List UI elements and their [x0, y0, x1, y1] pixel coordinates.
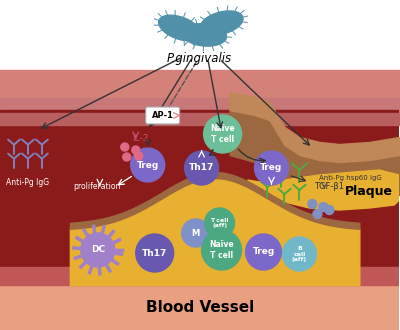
- Polygon shape: [248, 170, 399, 210]
- Circle shape: [132, 146, 140, 154]
- Bar: [0, 136, 399, 152]
- Text: B
cell
(aff): B cell (aff): [292, 246, 307, 262]
- Circle shape: [123, 153, 131, 161]
- Text: Plaque: Plaque: [345, 185, 393, 199]
- Text: proliferation: proliferation: [73, 182, 120, 191]
- Text: Anti-Pg IgG: Anti-Pg IgG: [6, 178, 50, 187]
- Circle shape: [81, 233, 115, 267]
- Circle shape: [246, 234, 282, 270]
- Circle shape: [308, 200, 317, 209]
- Text: P.gingivalis: P.gingivalis: [167, 52, 232, 65]
- Text: Th17: Th17: [142, 248, 167, 257]
- Text: Blood Vessel: Blood Vessel: [146, 301, 254, 315]
- Text: M: M: [192, 228, 200, 238]
- Bar: [0, 110, 399, 285]
- Circle shape: [325, 206, 334, 214]
- Circle shape: [204, 115, 242, 153]
- Circle shape: [254, 151, 288, 185]
- FancyBboxPatch shape: [146, 107, 180, 124]
- Circle shape: [313, 210, 322, 218]
- Text: Anti-Pg hsp60 IgG: Anti-Pg hsp60 IgG: [320, 175, 382, 181]
- Text: Treg: Treg: [252, 248, 275, 256]
- Text: IL-2: IL-2: [132, 134, 148, 143]
- Circle shape: [185, 151, 218, 185]
- Text: AP-1: AP-1: [152, 111, 174, 120]
- Circle shape: [319, 203, 328, 212]
- Text: Naïve
T cell: Naïve T cell: [209, 240, 234, 260]
- Circle shape: [205, 208, 234, 238]
- Text: Th17: Th17: [189, 163, 214, 173]
- Bar: [0, 106, 399, 148]
- Polygon shape: [183, 24, 226, 46]
- Circle shape: [131, 148, 165, 182]
- Text: Treg: Treg: [136, 160, 159, 170]
- Text: TGF-β1: TGF-β1: [314, 182, 344, 191]
- Polygon shape: [200, 11, 243, 35]
- Polygon shape: [159, 15, 201, 41]
- Bar: [0, 106, 399, 138]
- Circle shape: [202, 230, 242, 270]
- Text: DC: DC: [91, 246, 105, 254]
- Text: T cell
(aff): T cell (aff): [210, 217, 229, 228]
- Bar: [0, 267, 399, 285]
- Bar: [0, 275, 399, 330]
- Circle shape: [135, 152, 143, 160]
- Text: Naïve
T cell: Naïve T cell: [210, 124, 235, 144]
- Circle shape: [136, 234, 174, 272]
- Circle shape: [121, 143, 129, 151]
- Bar: [0, 0, 399, 110]
- Circle shape: [182, 219, 210, 247]
- Circle shape: [282, 237, 316, 271]
- Text: Treg: Treg: [260, 163, 283, 173]
